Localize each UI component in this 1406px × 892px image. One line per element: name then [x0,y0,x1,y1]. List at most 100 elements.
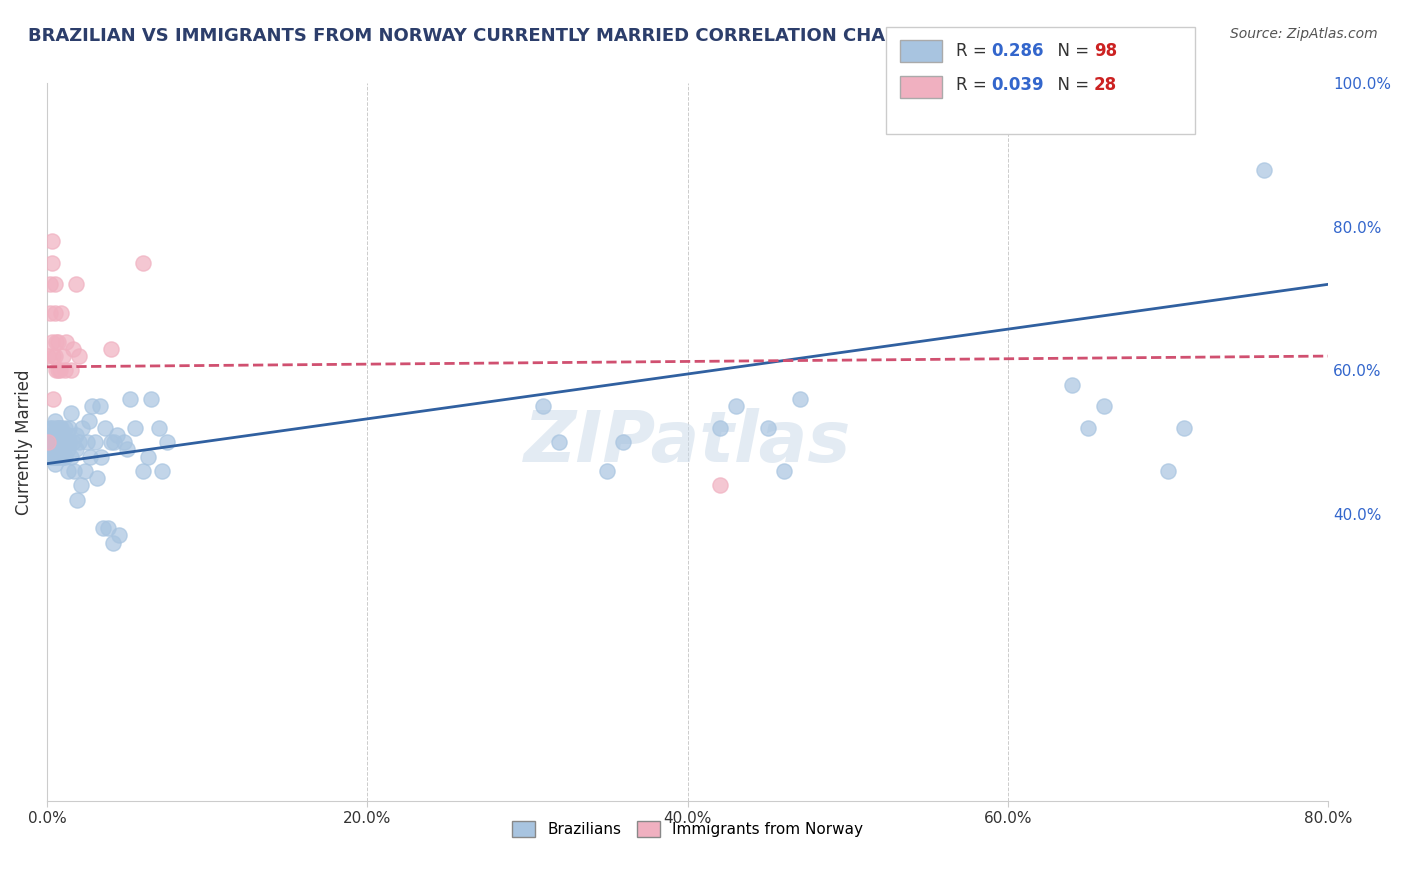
Point [53,421,76,435]
Point [1092,399,1115,413]
Point [112,435,135,450]
Point [70,421,93,435]
Point [44,428,66,442]
Point [37,349,59,363]
Point [772,464,794,478]
Point [105,428,128,442]
Point [55,334,77,349]
Point [63,464,86,478]
Point [44,349,66,363]
Point [65,428,87,442]
Point [41,421,63,435]
Point [108,528,131,542]
Point [76,435,98,450]
Point [69,478,91,492]
Text: ZIPatlas: ZIPatlas [524,408,851,476]
Point [1253,162,1275,177]
Point [79,450,101,464]
Point [44,414,66,428]
Point [709,478,731,492]
Point [55,435,77,450]
Point [596,464,619,478]
Point [51,306,73,320]
Point [42,392,65,406]
Point [1077,421,1099,435]
Point [89,399,111,413]
Point [97,521,120,535]
Point [46,442,69,457]
Point [39,450,62,464]
Point [42,450,65,464]
Point [53,450,76,464]
Point [48,450,70,464]
Point [45,442,67,457]
Point [101,535,124,549]
Point [67,435,90,450]
Point [45,421,67,435]
Point [1060,377,1083,392]
Text: 0.039: 0.039 [991,76,1043,94]
Point [52,442,75,457]
Point [80,399,103,413]
Point [100,342,122,356]
Point [724,399,747,413]
Point [132,256,155,270]
Point [65,442,87,457]
Text: 0.286: 0.286 [991,42,1043,60]
Point [77,414,100,428]
Point [41,234,63,248]
Point [93,421,115,435]
Point [56,442,79,457]
Point [139,392,162,406]
Point [53,363,76,377]
Point [48,363,70,377]
Point [48,428,70,442]
Point [531,399,554,413]
Point [46,450,69,464]
Point [39,277,62,292]
Point [37,435,59,450]
Point [51,421,73,435]
Point [66,492,89,507]
Point [58,435,80,450]
Point [91,521,114,535]
Point [45,450,67,464]
Point [46,428,69,442]
Y-axis label: Currently Married: Currently Married [15,369,32,515]
Text: R =: R = [956,42,993,60]
Point [37,435,59,450]
Point [59,407,82,421]
Point [42,349,65,363]
Point [52,435,75,450]
Point [44,277,66,292]
Point [46,363,69,377]
Point [48,435,70,450]
Point [84,435,107,450]
Point [44,457,66,471]
Point [39,435,62,450]
Point [1157,464,1180,478]
Point [115,442,138,457]
Text: 28: 28 [1094,76,1116,94]
Point [756,421,779,435]
Point [58,421,80,435]
Point [120,392,142,406]
Point [103,435,125,450]
Text: BRAZILIAN VS IMMIGRANTS FROM NORWAY CURRENTLY MARRIED CORRELATION CHART: BRAZILIAN VS IMMIGRANTS FROM NORWAY CURR… [28,27,911,45]
Point [51,442,73,457]
Point [1173,421,1195,435]
Point [45,334,67,349]
Point [86,471,108,485]
Point [62,342,84,356]
Point [150,464,173,478]
Point [56,428,79,442]
Point [46,421,69,435]
Point [132,464,155,478]
Point [52,349,75,363]
Point [156,435,179,450]
Text: N =: N = [1047,42,1095,60]
Point [41,256,63,270]
Point [124,421,146,435]
Point [59,363,82,377]
Point [65,277,87,292]
